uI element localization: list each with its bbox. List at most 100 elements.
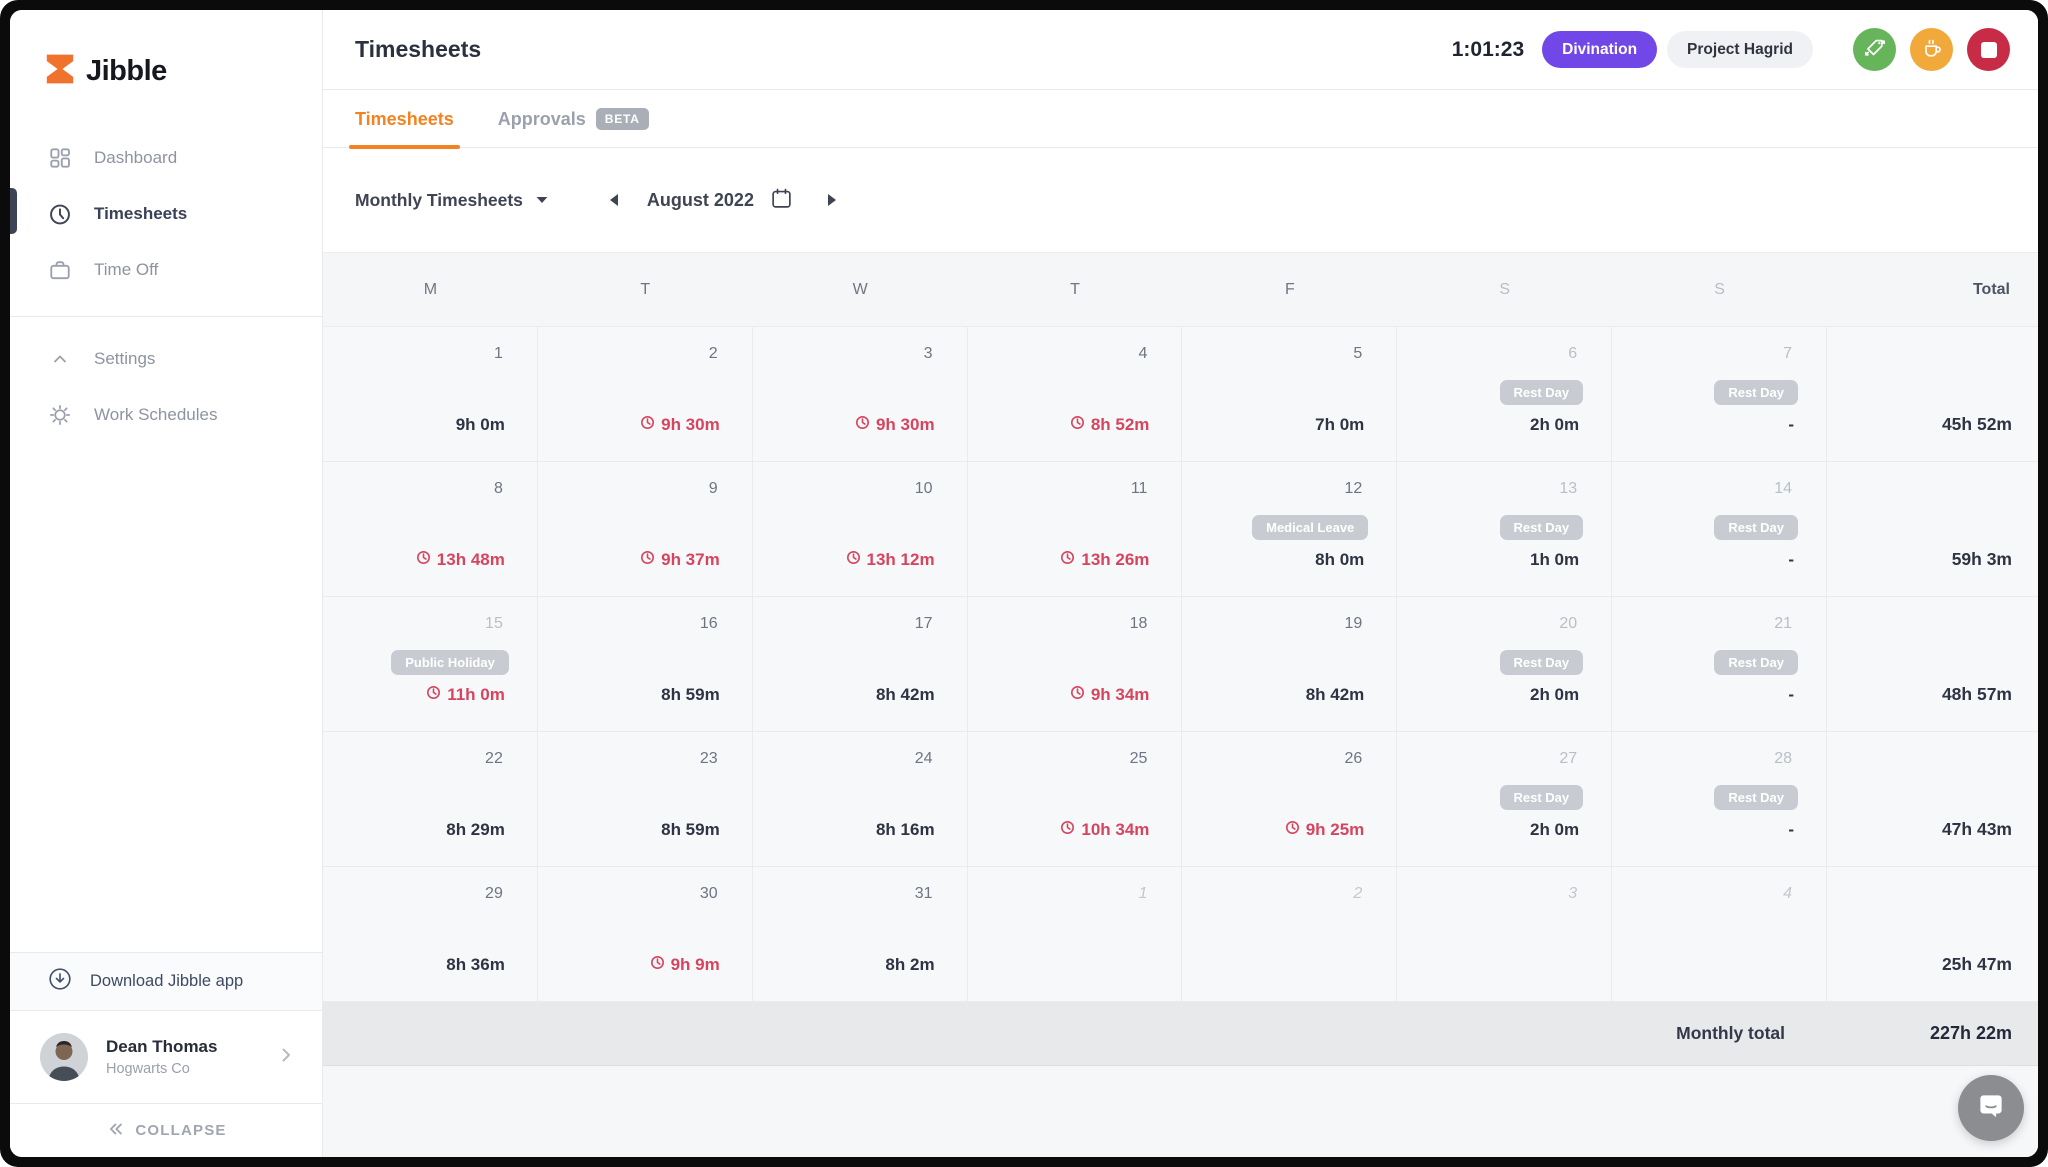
day-cell[interactable]: 21 Rest Day - <box>1612 597 1827 731</box>
day-cell[interactable]: 9 9h 37m <box>538 462 753 596</box>
day-cell[interactable]: 23 8h 59m <box>538 732 753 866</box>
tab-approvals[interactable]: Approvals BETA <box>498 108 649 147</box>
day-number: 11 <box>1130 480 1148 497</box>
day-cell[interactable]: 31 8h 2m <box>753 867 968 1001</box>
day-cell[interactable]: 3 9h 30m <box>753 327 968 461</box>
sidebar-item-timesheets[interactable]: Timesheets <box>10 186 322 242</box>
day-cell[interactable]: 7 Rest Day - <box>1612 327 1827 461</box>
jibble-logo[interactable]: Jibble <box>10 10 322 106</box>
day-badge: Rest Day <box>1714 380 1798 405</box>
day-column-header: T <box>640 280 651 298</box>
user-profile-row[interactable]: Dean Thomas Hogwarts Co <box>10 1010 322 1103</box>
day-hours: - <box>1788 820 1794 839</box>
primary-nav: Dashboard Timesheets Time Off <box>10 106 322 317</box>
day-cell[interactable]: 4 8h 52m <box>968 327 1183 461</box>
day-cell[interactable]: 19 8h 42m <box>1182 597 1398 731</box>
day-cell[interactable]: 11 13h 26m <box>968 462 1183 596</box>
beta-badge: BETA <box>595 108 649 130</box>
overtime-clock-icon <box>1285 820 1300 840</box>
activity-badge[interactable]: Divination <box>1542 31 1658 68</box>
day-number: 28 <box>1774 750 1792 767</box>
day-number: 2 <box>708 345 718 362</box>
day-badge: Public Holiday <box>391 650 509 675</box>
view-selector-dropdown[interactable]: Monthly Timesheets <box>355 190 549 211</box>
day-cell[interactable]: 14 Rest Day - <box>1612 462 1827 596</box>
day-cell: 3 <box>1397 867 1613 1001</box>
day-number: 1 <box>1138 885 1148 902</box>
chat-launcher[interactable] <box>1958 1075 2024 1141</box>
jibble-logo-text: Jibble <box>86 54 167 87</box>
day-number: 21 <box>1774 615 1792 632</box>
day-cell[interactable]: 30 9h 9m <box>538 867 753 1001</box>
day-number: 7 <box>1783 345 1792 362</box>
day-cell[interactable]: 29 8h 36m <box>323 867 538 1001</box>
calendar-header-row: M T W T F S S Total <box>323 252 2038 327</box>
day-number: 4 <box>1138 345 1148 362</box>
sidebar-item-time-off[interactable]: Time Off <box>10 242 322 298</box>
day-cell[interactable]: 24 8h 16m <box>753 732 968 866</box>
day-hours: 10h 34m <box>1060 820 1149 840</box>
sidebar-item-settings[interactable]: Settings <box>10 331 322 387</box>
day-cell[interactable]: 12 Medical Leave 8h 0m <box>1182 462 1398 596</box>
next-month-button[interactable] <box>819 186 845 214</box>
day-cell[interactable]: 5 7h 0m <box>1182 327 1398 461</box>
project-badge[interactable]: Project Hagrid <box>1667 31 1813 68</box>
day-number: 1 <box>493 345 503 362</box>
take-break-button[interactable] <box>1910 28 1953 71</box>
overtime-clock-icon <box>640 550 655 570</box>
day-cell[interactable]: 15 Public Holiday 11h 0m <box>323 597 538 731</box>
active-nav-indicator <box>10 188 17 234</box>
day-hours: 8h 29m <box>446 820 505 839</box>
day-cell[interactable]: 22 8h 29m <box>323 732 538 866</box>
week-row: 1 9h 0m 2 9h 30m 3 9h 30m 4 8h 52m 5 7h 0m 6 Rest D… <box>323 327 2038 462</box>
sidebar-item-label: Time Off <box>94 260 159 279</box>
sidebar-item-label: Dashboard <box>94 148 178 167</box>
overtime-clock-icon <box>650 955 665 975</box>
day-cell[interactable]: 17 8h 42m <box>753 597 968 731</box>
tab-timesheets[interactable]: Timesheets <box>349 109 460 149</box>
day-number: 23 <box>699 750 718 767</box>
monthly-total-value: 227h 22m <box>1929 1023 2012 1043</box>
bottom-strip <box>323 1066 2038 1157</box>
day-cell[interactable]: 28 Rest Day - <box>1612 732 1827 866</box>
day-cell[interactable]: 1 9h 0m <box>323 327 538 461</box>
day-cell[interactable]: 6 Rest Day 2h 0m <box>1397 327 1613 461</box>
day-cell[interactable]: 13 Rest Day 1h 0m <box>1397 462 1613 596</box>
timer-cluster: 1:01:23 Divination Project Hagrid <box>1452 28 2010 71</box>
week-row: 22 8h 29m 23 8h 59m 24 8h 16m 25 10h 34m 26 9h 25… <box>323 732 2038 867</box>
day-cell: 1 <box>968 867 1183 1001</box>
day-cell[interactable]: 26 9h 25m <box>1182 732 1398 866</box>
day-badge: Rest Day <box>1499 515 1584 540</box>
day-number: 30 <box>699 885 718 902</box>
period-navigation: August 2022 <box>601 186 845 214</box>
previous-month-button[interactable] <box>601 186 627 214</box>
day-cell[interactable]: 20 Rest Day 2h 0m <box>1397 597 1613 731</box>
change-activity-button[interactable] <box>1853 28 1896 71</box>
day-badge: Medical Leave <box>1252 515 1369 540</box>
week-total: 48h 57m <box>1941 684 2012 704</box>
jibble-logo-icon <box>42 51 78 92</box>
day-cell[interactable]: 18 9h 34m <box>968 597 1183 731</box>
day-cell[interactable]: 10 13h 12m <box>753 462 968 596</box>
day-cell[interactable]: 25 10h 34m <box>968 732 1183 866</box>
download-app-button[interactable]: Download Jibble app <box>10 952 322 1010</box>
day-cell[interactable]: 16 8h 59m <box>538 597 753 731</box>
day-cell[interactable]: 8 13h 48m <box>323 462 538 596</box>
day-cell[interactable]: 27 Rest Day 2h 0m <box>1397 732 1613 866</box>
day-number: 2 <box>1353 885 1363 902</box>
day-hours: - <box>1788 550 1794 569</box>
day-number: 16 <box>699 615 718 632</box>
day-number: 14 <box>1774 480 1792 497</box>
stop-timer-button[interactable] <box>1967 28 2010 71</box>
overtime-clock-icon <box>416 550 431 570</box>
calendar-picker-button[interactable] <box>770 187 793 213</box>
jibble-app: Jibble Dashboard Timesheets <box>10 10 2038 1157</box>
day-cell[interactable]: 2 9h 30m <box>538 327 753 461</box>
chat-bubble-icon <box>1974 1089 2008 1128</box>
collapse-sidebar-button[interactable]: COLLAPSE <box>10 1103 322 1157</box>
user-company: Hogwarts Co <box>106 1061 190 1077</box>
day-hours: 13h 26m <box>1060 550 1149 570</box>
day-hours: 1h 0m <box>1530 550 1580 569</box>
sidebar-item-work-schedules[interactable]: Work Schedules <box>10 387 322 443</box>
sidebar-item-dashboard[interactable]: Dashboard <box>10 130 322 186</box>
